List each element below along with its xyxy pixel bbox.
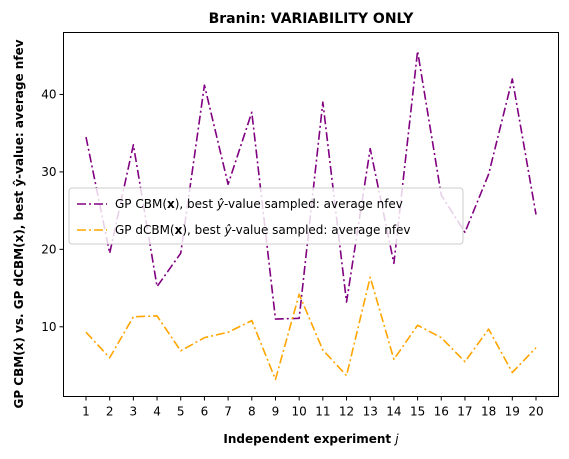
y-tick-label: 30	[41, 165, 56, 179]
series-line-2	[85, 276, 537, 381]
legend-label-2: GP dCBM(x), best ŷ-value sampled: averag…	[115, 223, 411, 237]
chart-title: Branin: VARIABILITY ONLY	[209, 11, 415, 27]
x-tick-label: 16	[434, 405, 449, 419]
y-axis-label: GP CBM(x) vs. GP dCBM(x), best ŷ-value: …	[12, 39, 26, 408]
x-tick-label: 7	[224, 405, 232, 419]
legend-box	[68, 187, 464, 245]
x-tick-label: 18	[481, 405, 496, 419]
x-tick-label: 1	[82, 405, 90, 419]
x-tick-label: 6	[201, 405, 209, 419]
x-tick-label: 14	[386, 405, 401, 419]
x-tick-label: 20	[528, 405, 543, 419]
x-tick-label: 8	[248, 405, 256, 419]
legend: GP CBM(x), best ŷ-value sampled: average…	[68, 187, 464, 245]
x-tick-label: 4	[153, 405, 161, 419]
y-tick-label: 20	[41, 242, 56, 256]
series-line-1	[85, 50, 537, 320]
x-tick-label: 5	[177, 405, 185, 419]
x-tick-label: 3	[130, 405, 138, 419]
x-tick-label: 10	[292, 405, 307, 419]
x-axis-label: Independent experiment j	[223, 432, 399, 446]
x-tick-label: 9	[272, 405, 280, 419]
x-tick-label: 12	[339, 405, 354, 419]
x-tick-label: 11	[315, 405, 330, 419]
y-tick-label: 40	[41, 87, 56, 101]
x-tick-label: 19	[505, 405, 520, 419]
legend-label-1: GP CBM(x), best ŷ-value sampled: average…	[115, 197, 403, 211]
plot-frame	[63, 32, 559, 397]
x-tick-label: 2	[106, 405, 114, 419]
x-tick-label: 17	[457, 405, 472, 419]
y-tick-label: 10	[41, 320, 56, 334]
x-tick-label: 13	[363, 405, 378, 419]
x-tick-label: 15	[410, 405, 425, 419]
